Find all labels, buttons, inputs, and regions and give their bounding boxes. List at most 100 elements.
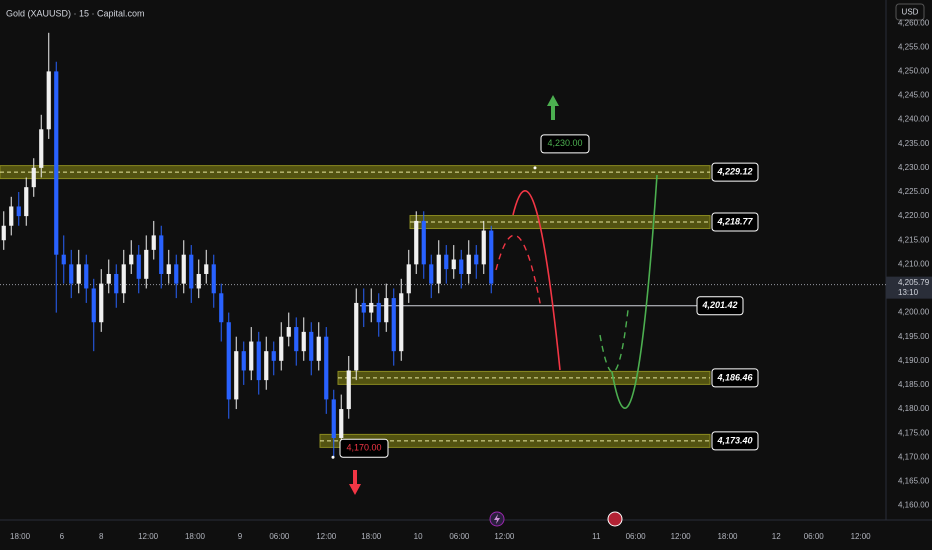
candle-body <box>376 302 381 323</box>
candle-body <box>241 351 246 371</box>
candle-body <box>414 220 419 265</box>
candle-body <box>331 399 336 438</box>
x-tick-label: 12:00 <box>494 532 515 541</box>
y-tick-label: 4,255.00 <box>898 42 930 51</box>
candle-body <box>16 206 21 217</box>
x-tick-label: 11 <box>592 532 601 541</box>
y-tick-label: 4,260.00 <box>898 18 930 27</box>
x-tick-label: 18:00 <box>717 532 738 541</box>
y-tick-label: 4,200.00 <box>898 308 930 317</box>
candle-body <box>84 264 89 289</box>
candle-body <box>181 254 186 284</box>
y-tick-label: 4,170.00 <box>898 452 930 461</box>
candle-body <box>421 220 426 265</box>
candle-body <box>121 264 126 294</box>
x-tick-label: 18:00 <box>185 532 206 541</box>
y-tick-label: 4,220.00 <box>898 211 930 220</box>
chart-title: Gold (XAUUSD) · 15 · Capital.com <box>6 8 145 18</box>
candle-body <box>69 264 74 284</box>
y-tick-label: 4,235.00 <box>898 139 930 148</box>
x-tick-label: 18:00 <box>10 532 31 541</box>
x-tick-label: 06:00 <box>269 532 290 541</box>
candle-body <box>301 331 306 352</box>
candle-body <box>46 71 51 130</box>
candle-body <box>211 264 216 294</box>
callout-point <box>331 455 335 459</box>
y-tick-label: 4,215.00 <box>898 235 930 244</box>
candle-body <box>316 336 321 361</box>
currency[interactable]: USD <box>902 8 919 17</box>
candle-body <box>61 254 66 265</box>
candle-body <box>489 230 494 284</box>
x-tick-label: 12:00 <box>138 532 159 541</box>
up-arrow <box>547 95 559 120</box>
candle-body <box>9 206 14 226</box>
candle-body <box>39 129 44 168</box>
x-tick-label: 06:00 <box>626 532 647 541</box>
candle-body <box>204 264 209 274</box>
candle-body <box>361 302 366 313</box>
candle-body <box>339 409 344 438</box>
lightning <box>494 514 500 524</box>
currency-box[interactable] <box>895 3 925 21</box>
candle-body <box>429 264 434 284</box>
y-tick-label: 4,225.00 <box>898 187 930 196</box>
candle-body <box>114 273 119 294</box>
y-tick-label: 4,180.00 <box>898 404 930 413</box>
callout-box <box>540 134 590 154</box>
candle-body <box>399 293 404 352</box>
bullish-alt-path <box>599 309 629 373</box>
x-tick-label: 8 <box>99 532 104 541</box>
bearish-path <box>512 190 561 371</box>
candle-body <box>354 302 359 371</box>
candle-body <box>279 336 284 361</box>
level-zone <box>0 165 711 180</box>
candle-body <box>369 302 374 313</box>
candle-body <box>346 370 351 410</box>
candle-body <box>106 273 111 284</box>
candle-body <box>226 322 231 400</box>
x-tick-label: 06:00 <box>449 532 470 541</box>
candle-body <box>1 225 6 241</box>
candle-body <box>474 254 479 265</box>
y-tick-label: 4,175.00 <box>898 428 930 437</box>
x-tick-label: 12:00 <box>671 532 692 541</box>
us-event-icon[interactable] <box>607 511 623 527</box>
x-tick-label: 12:00 <box>316 532 337 541</box>
y-tick-label: 4,165.00 <box>898 477 930 486</box>
candle-body <box>196 273 201 289</box>
candle-body <box>264 351 269 381</box>
candle-body <box>481 230 486 265</box>
candle-body <box>174 264 179 284</box>
countdown: 13:10 <box>898 288 919 297</box>
candle-body <box>444 254 449 270</box>
y-tick-label: 4,190.00 <box>898 356 930 365</box>
candle-body <box>234 351 239 400</box>
candle-body <box>219 293 224 323</box>
x-tick-label: 18:00 <box>361 532 382 541</box>
x-tick-label: 6 <box>60 532 65 541</box>
y-tick-label: 4,245.00 <box>898 91 930 100</box>
x-tick-label: 12:00 <box>851 532 872 541</box>
candle-body <box>31 167 36 188</box>
level-label: 4,229.12 <box>716 166 752 176</box>
y-tick-label: 4,230.00 <box>898 163 930 172</box>
candle-body <box>286 327 291 337</box>
candle-body <box>189 254 194 289</box>
x-tick-label: 12 <box>772 532 781 541</box>
candle-body <box>136 254 141 279</box>
candle-body <box>406 264 411 294</box>
y-tick-label: 4,160.00 <box>898 501 930 510</box>
current-price: 4,205.79 <box>898 278 930 287</box>
down-arrow <box>349 470 361 495</box>
candle-body <box>309 331 314 361</box>
candle-body <box>166 264 171 274</box>
y-tick-label: 4,195.00 <box>898 332 930 341</box>
y-tick-label: 4,185.00 <box>898 380 930 389</box>
x-tick-label: 06:00 <box>804 532 825 541</box>
x-tick-label: 10 <box>414 532 423 541</box>
candle-body <box>294 327 299 352</box>
y-tick-label: 4,240.00 <box>898 115 930 124</box>
